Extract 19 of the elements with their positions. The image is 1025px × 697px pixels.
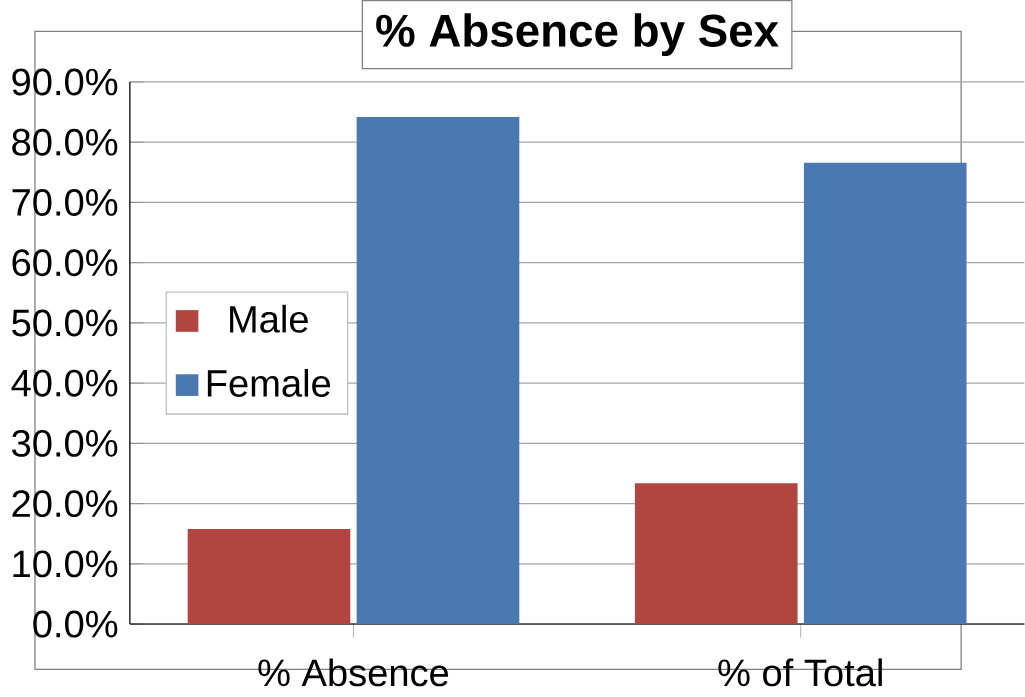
chart-title: % Absence by Sex xyxy=(376,13,779,56)
y-tick-label: 70.0% xyxy=(12,188,118,216)
x-tick-label: % Absence xyxy=(258,658,449,687)
y-tick-label: 90.0% xyxy=(12,68,118,96)
legend-label: Female xyxy=(207,368,331,397)
y-tick-label: 30.0% xyxy=(12,429,118,457)
bar xyxy=(803,162,967,625)
y-tick-label: 60.0% xyxy=(12,249,118,277)
y-tick-label: 0.0% xyxy=(33,610,118,638)
y-tick-label: 20.0% xyxy=(12,490,118,518)
bar xyxy=(187,528,351,625)
y-tick-label: 80.0% xyxy=(12,128,118,156)
y-tick-label: 50.0% xyxy=(12,309,118,337)
y-tick-label: 40.0% xyxy=(11,369,118,397)
bar xyxy=(356,116,520,625)
bar xyxy=(634,483,798,625)
legend-label: Male xyxy=(230,304,308,333)
y-tick-label: 10.0% xyxy=(13,550,118,578)
x-tick-label: % of Total xyxy=(718,658,882,687)
